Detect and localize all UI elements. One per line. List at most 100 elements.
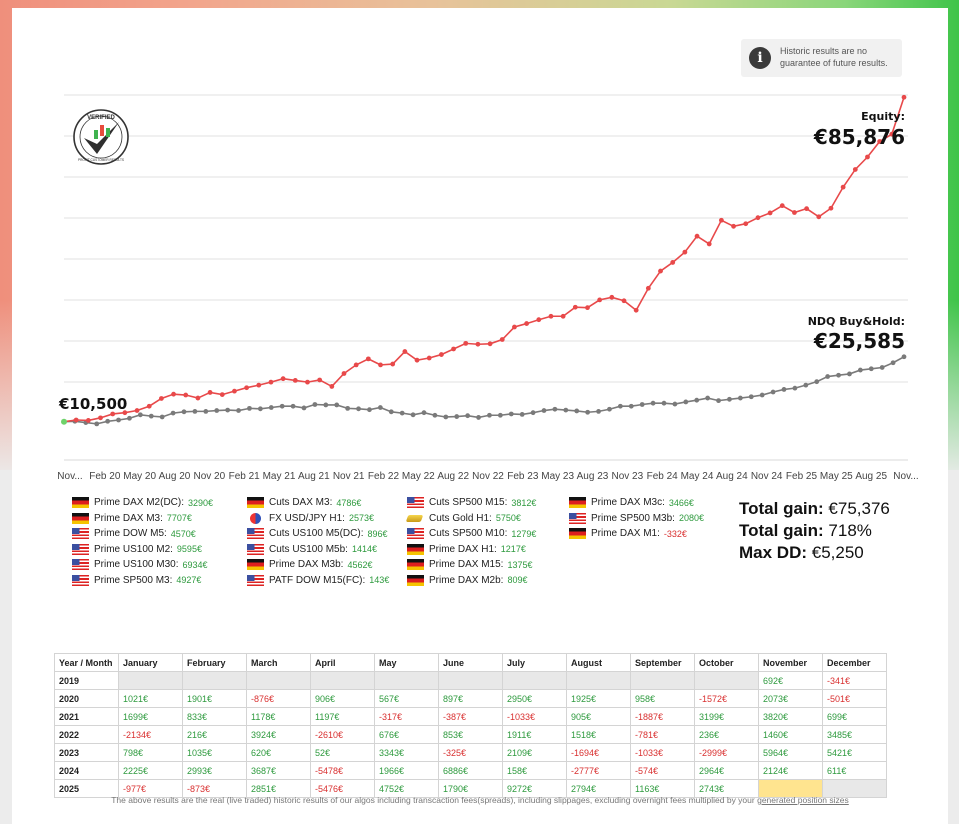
x-tick-label: Aug 21 [298, 471, 330, 482]
equity-point [438, 352, 444, 357]
position-sizes-link[interactable]: generated position sizes [757, 795, 849, 805]
table-row: 2021 1699€ 833€ 1178€ 1197€ -317€ -387€ -1033€ 9… [54, 707, 887, 726]
column-header: March [246, 653, 311, 672]
month-cell: 1901€ [182, 689, 247, 708]
legend-item: PATF DOW M15(FC): 143€ [247, 573, 389, 589]
buyhold-point [901, 354, 907, 360]
buyhold-point [476, 415, 481, 420]
buyhold-point [127, 415, 132, 421]
month-cell: 3687€ [246, 761, 311, 780]
x-tick-label: May 24 [681, 471, 714, 482]
buyhold-point [541, 408, 547, 413]
badge-top-text: VERIFIED [87, 115, 115, 121]
buyhold-point [247, 405, 252, 411]
equity-point [536, 317, 542, 323]
flag-us-icon [407, 497, 424, 509]
month-cell: 699€ [822, 707, 887, 726]
buyhold-point [607, 406, 612, 412]
flag-de-icon [407, 574, 424, 586]
legend-item: Cuts US100 M5(DC): 896€ [247, 526, 389, 542]
flag-us-icon [72, 543, 89, 555]
year-cell: 2021 [54, 707, 119, 726]
equity-point [877, 139, 883, 144]
legend-value: 1217€ [500, 544, 526, 555]
equity-point [414, 357, 420, 363]
flag-de-icon [247, 497, 264, 509]
month-cell: 2964€ [694, 761, 759, 780]
equity-point [548, 313, 554, 319]
month-cell: 1035€ [182, 743, 247, 762]
info-icon: i [749, 47, 771, 69]
equity-point [390, 361, 396, 367]
buyhold-point [214, 408, 220, 413]
column-header: August [566, 653, 631, 672]
month-cell [438, 671, 503, 690]
buyhold-point [683, 399, 689, 405]
equity-point [158, 396, 164, 401]
year-cell: 2024 [54, 761, 119, 780]
buyhold-point [530, 410, 536, 416]
buyhold-line [63, 356, 905, 425]
equity-chart: Nov... Feb 20 May 20 Aug 20 Nov 20 Feb 21 May … [57, 94, 919, 482]
column-header: January [118, 653, 183, 672]
flag-us-icon [72, 559, 89, 571]
month-cell: 2073€ [758, 689, 823, 708]
buyhold-point [803, 382, 809, 388]
month-cell [566, 671, 631, 690]
flag-de-icon [72, 512, 89, 524]
legend-item: Cuts SP500 M15: 3812€ [407, 495, 536, 511]
month-cell: 1966€ [374, 761, 439, 780]
legend-name: Prime DAX M15: [429, 559, 504, 571]
equity-point [171, 391, 176, 397]
x-tick-label: Feb 20 [89, 471, 121, 482]
legend-name: Cuts US100 M5b: [269, 543, 348, 555]
legend-value: 2080€ [678, 513, 704, 524]
buyhold-point [465, 413, 471, 419]
legend-item: FX USD/JPY H1: 2573€ [247, 511, 389, 527]
month-cell: 1518€ [566, 725, 631, 744]
equity-point [706, 241, 712, 247]
month-cell: 906€ [310, 689, 375, 708]
x-tick-label: Aug 20 [159, 471, 191, 482]
legend-column: Cuts DAX M3: 4786€ FX USD/JPY H1: 2573€ Cuts… [247, 495, 389, 588]
equity-point [560, 313, 566, 319]
buyhold-point [432, 412, 438, 418]
month-cell: 3199€ [694, 707, 759, 726]
month-cell [310, 671, 375, 690]
footer-text: The above results are the real (live tra… [111, 795, 758, 805]
month-cell: 958€ [630, 689, 695, 708]
flag-de-icon [569, 497, 586, 509]
month-cell: -325€ [438, 743, 503, 762]
equity-point [804, 206, 810, 212]
totals-panel: Total gain: €75,376 Total gain: 718% Max… [739, 498, 890, 564]
buyhold-point [203, 408, 209, 414]
month-cell: 5964€ [758, 743, 823, 762]
flag-us-icon [247, 574, 264, 586]
equity-point [828, 205, 834, 211]
legend-item: Prime DAX M3b: 4562€ [247, 557, 389, 573]
equity-point [341, 371, 347, 376]
month-cell: 620€ [246, 743, 311, 762]
equity-point [98, 415, 103, 421]
equity-point [840, 184, 846, 190]
month-cell: 2743€ [694, 779, 759, 798]
x-tick-label: Aug 23 [577, 471, 609, 482]
flag-us-icon [247, 543, 264, 555]
equity-point [365, 356, 371, 362]
month-cell: 1178€ [246, 707, 311, 726]
legend-name: Prime SP500 M3: [94, 574, 173, 586]
flag-us-icon [247, 528, 264, 540]
legend-item: Cuts US100 M5b: 1414€ [247, 542, 389, 558]
equity-point [524, 321, 530, 326]
buyhold-point [574, 408, 580, 414]
monthly-results-table: Year / Month January February March April May… [54, 653, 887, 798]
legend-item: Prime US100 M30: 6934€ [72, 557, 213, 573]
buyhold-point [727, 396, 732, 402]
month-cell: -1694€ [566, 743, 631, 762]
footer-note: The above results are the real (live tra… [12, 795, 948, 805]
column-header: June [438, 653, 503, 672]
year-cell: 2025 [54, 779, 119, 798]
legend-value: 6934€ [182, 559, 208, 570]
equity-point [378, 362, 383, 368]
legend-name: Cuts SP500 M10: [429, 528, 508, 540]
